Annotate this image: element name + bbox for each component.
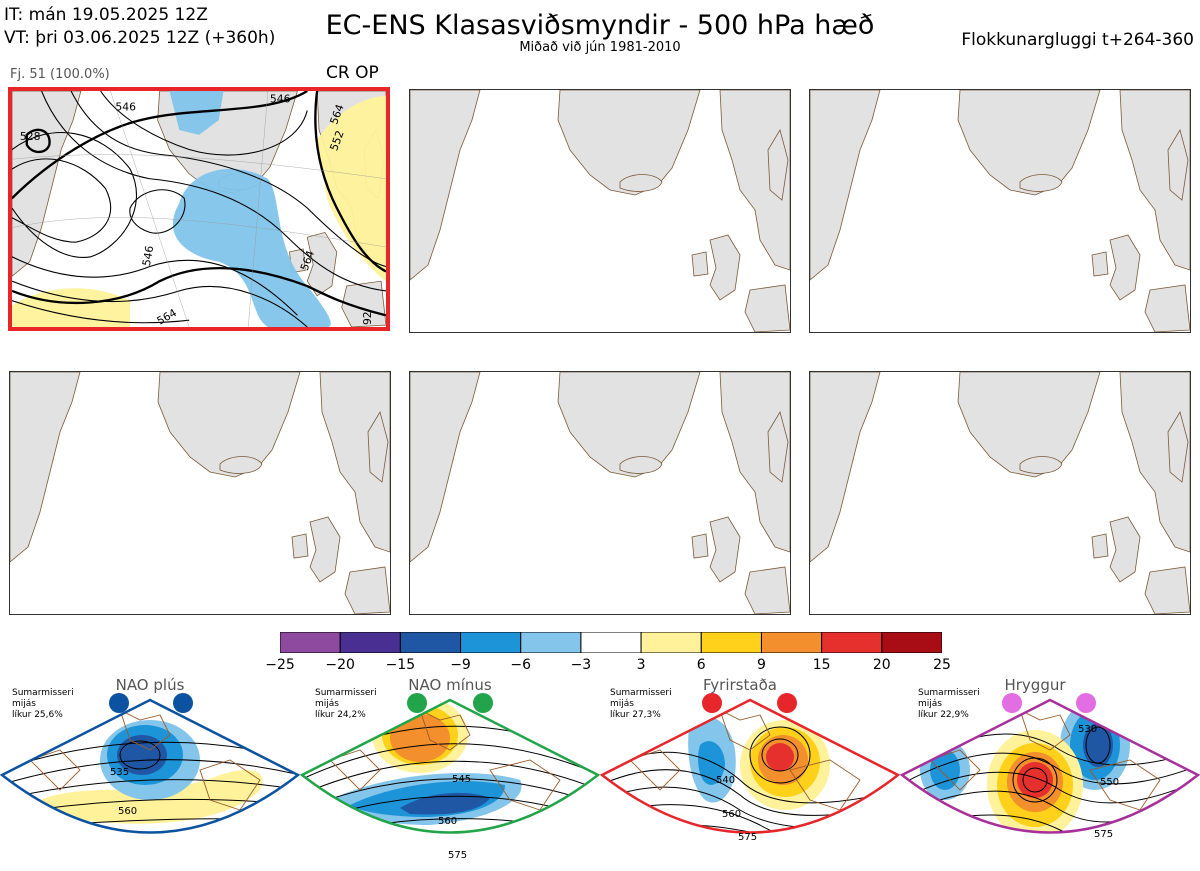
colorbar-tick-label: 20: [872, 657, 891, 673]
colorbar-swatch: [339, 631, 401, 654]
cluster-contour-label: 540: [716, 775, 735, 786]
cluster-contour-label: 530: [1078, 724, 1097, 735]
colorbar-swatch: [700, 631, 762, 654]
indicator-dot: [1076, 693, 1096, 713]
classification-window: Flokkunargluggi t+264-360: [961, 30, 1194, 50]
contour-label: 546: [115, 101, 136, 114]
contour-label: 92: [361, 311, 374, 325]
colorbar-swatch: [640, 631, 702, 654]
cluster-title: NAO mínus: [408, 676, 492, 694]
empty-map-panel[interactable]: [809, 371, 1191, 615]
indicator-dot: [702, 693, 722, 713]
cluster-contour-label: 560: [722, 809, 741, 820]
colorbar-tick-label: 3: [636, 657, 646, 673]
colorbar-swatch: [520, 631, 582, 654]
cluster-contour-label: 575: [448, 850, 467, 861]
colorbar-tick-label: −6: [510, 657, 532, 673]
cluster-info: Sumarmisseri mijás líkur 25,6%: [12, 688, 74, 720]
cluster-title: NAO plús: [115, 676, 185, 694]
colorbar-swatch: [460, 631, 522, 654]
colorbar-tick-label: 9: [756, 657, 766, 673]
indicator-dot: [777, 693, 797, 713]
colorbar-tick-label: −25: [265, 657, 295, 673]
empty-map-panel[interactable]: [809, 89, 1191, 333]
indicator-dot: [1002, 693, 1022, 713]
contour-label: 528: [20, 130, 41, 143]
colorbar-tick-label: −9: [450, 657, 471, 673]
cluster-title: Hryggur: [1004, 676, 1066, 694]
colorbar-swatch: [821, 631, 883, 654]
cluster-maps: 535 560 545 560 575: [0, 693, 1200, 861]
indicator-dot: [473, 693, 493, 713]
contour-label: 564: [155, 306, 180, 327]
member-label: Fj. 51 (100.0%): [10, 67, 110, 82]
page-subtitle: Miðað við jún 1981-2010: [519, 40, 681, 55]
colorbar-swatch: [580, 631, 642, 654]
colorbar-tick-label: 6: [696, 657, 706, 673]
contour-label: 546: [140, 245, 156, 268]
cluster-info: Sumarmisseri mijás líkur 22,9%: [918, 688, 980, 720]
cluster-info: Sumarmisseri mijás líkur 27,3%: [610, 688, 672, 720]
cluster-title: Fyrirstaða: [703, 676, 777, 694]
cluster-info: Sumarmisseri mijás líkur 24,2%: [315, 688, 377, 720]
empty-map-panel[interactable]: [409, 89, 791, 333]
contour-label: 546: [270, 93, 291, 106]
colorbar-swatch: [760, 631, 823, 654]
cluster-contour-label: 560: [438, 816, 457, 827]
colorbar-tick-label: −3: [570, 657, 592, 673]
cluster-map-hryggur: [902, 700, 1198, 833]
cluster-contour-label: 575: [1094, 829, 1113, 840]
indicator-dot: [173, 693, 193, 713]
colorbar-swatch: [279, 631, 341, 654]
cluster-map-nao-plus: [2, 709, 298, 831]
valid-time: VT: þri 03.06.2025 12Z (+360h): [4, 28, 276, 48]
issue-time: IT: mán 19.05.2025 12Z: [4, 5, 208, 25]
empty-map-panel[interactable]: [409, 371, 791, 615]
member-tag: CR OP: [326, 63, 379, 83]
page-title: EC-ENS Klasasviðsmyndir - 500 hPa hæð: [325, 10, 875, 41]
cluster-contour-label: 575: [738, 832, 757, 843]
member-map-panel[interactable]: 546 546 528 564 546 564 564 552 92: [8, 87, 390, 331]
colorbar-tick-label: 15: [812, 657, 831, 673]
indicator-dot: [407, 693, 427, 713]
colorbar-swatch: [881, 631, 943, 654]
cluster-contour-label: 560: [118, 806, 137, 817]
colorbar-tick-label: 25: [933, 657, 951, 673]
colorbar-swatch: [399, 631, 462, 654]
cluster-contour-label: 550: [1100, 777, 1119, 788]
empty-map-panel[interactable]: [9, 371, 391, 615]
colorbar-tick-label: −20: [325, 657, 355, 673]
colorbar: [279, 631, 943, 654]
indicator-dot: [109, 693, 129, 713]
cluster-contour-label: 545: [452, 774, 471, 785]
cluster-map-fyrirstada: [602, 709, 898, 833]
cluster-contour-label: 535: [110, 767, 129, 778]
colorbar-tick-label: −15: [385, 657, 416, 673]
